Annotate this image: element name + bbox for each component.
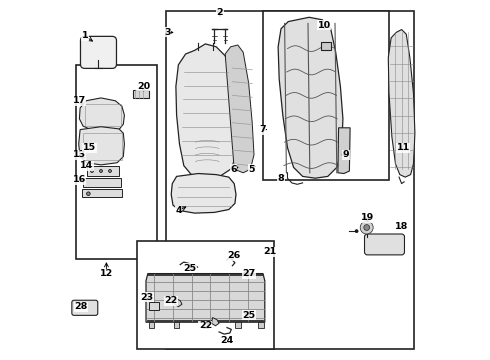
Text: 13: 13 (73, 150, 86, 159)
Bar (148, 302, 159, 310)
Circle shape (364, 225, 369, 230)
Text: 26: 26 (227, 251, 240, 260)
Text: 28: 28 (74, 302, 88, 311)
Text: 19: 19 (361, 213, 374, 222)
Text: 20: 20 (137, 82, 150, 91)
Text: 3: 3 (164, 28, 171, 37)
Text: 2: 2 (217, 8, 223, 17)
Bar (148, 322, 154, 328)
Text: 27: 27 (242, 269, 255, 278)
Text: 24: 24 (220, 336, 234, 345)
Text: 16: 16 (73, 175, 86, 184)
Text: 5: 5 (248, 165, 255, 174)
Text: 14: 14 (80, 161, 93, 170)
Polygon shape (79, 127, 124, 165)
Bar (166, 11, 414, 349)
Bar (166, 11, 414, 349)
Circle shape (360, 221, 373, 234)
Text: 10: 10 (318, 21, 331, 30)
Text: 25: 25 (184, 264, 197, 273)
Polygon shape (175, 299, 182, 307)
Polygon shape (176, 44, 237, 178)
Text: 9: 9 (343, 150, 349, 159)
Text: 6: 6 (230, 165, 237, 174)
FancyBboxPatch shape (80, 36, 117, 68)
Polygon shape (278, 17, 343, 178)
Text: 4: 4 (175, 206, 182, 215)
Bar (76, 65, 157, 259)
Text: 8: 8 (278, 174, 284, 183)
Bar (258, 322, 264, 328)
Text: 7: 7 (259, 125, 266, 134)
Polygon shape (212, 318, 219, 326)
Text: 17: 17 (73, 96, 86, 105)
Polygon shape (79, 98, 124, 131)
Text: 23: 23 (141, 292, 154, 302)
Text: 25: 25 (242, 310, 255, 320)
Bar (202, 322, 208, 328)
Circle shape (87, 192, 90, 195)
Text: 12: 12 (100, 269, 113, 278)
Bar (137, 241, 274, 349)
Bar (83, 178, 121, 187)
Text: 22: 22 (165, 296, 178, 305)
Bar (82, 189, 122, 197)
Circle shape (355, 230, 358, 233)
Polygon shape (225, 45, 254, 173)
Circle shape (109, 170, 111, 172)
Polygon shape (171, 174, 236, 213)
Bar (174, 322, 179, 328)
Bar (87, 166, 119, 176)
Polygon shape (338, 128, 350, 174)
Circle shape (99, 170, 102, 172)
Polygon shape (146, 274, 265, 322)
FancyBboxPatch shape (72, 300, 98, 315)
Bar (321, 42, 331, 50)
Polygon shape (147, 320, 263, 321)
Text: 1: 1 (81, 31, 88, 40)
Text: 11: 11 (397, 143, 410, 152)
Bar (133, 90, 149, 98)
Text: 18: 18 (395, 222, 408, 231)
Polygon shape (388, 30, 415, 177)
FancyBboxPatch shape (365, 234, 404, 255)
Text: 21: 21 (264, 248, 277, 256)
Bar (235, 322, 241, 328)
Text: 22: 22 (199, 321, 212, 330)
Circle shape (91, 170, 94, 172)
Bar (263, 11, 389, 180)
Text: 15: 15 (83, 143, 96, 152)
Polygon shape (147, 274, 263, 275)
